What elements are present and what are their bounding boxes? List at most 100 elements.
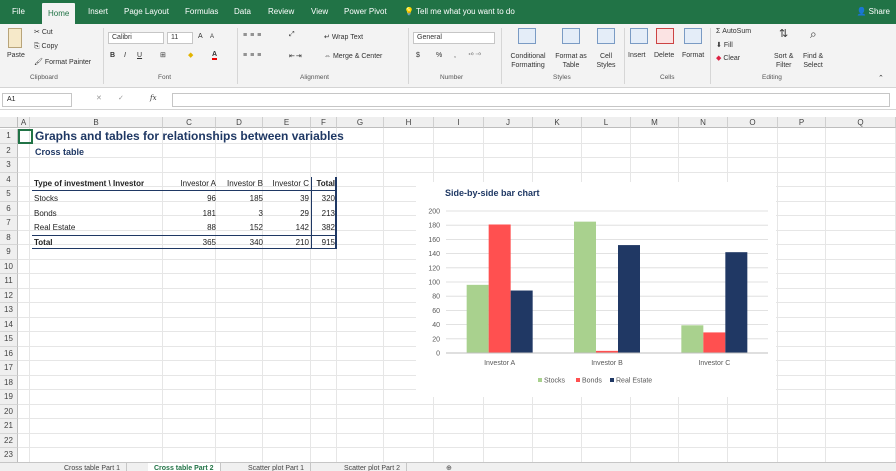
cell-styles-button[interactable]: Cell Styles <box>596 53 616 69</box>
add-sheet-icon[interactable]: ⊕ <box>446 465 452 471</box>
active-cell-a1[interactable] <box>18 129 33 144</box>
row-header[interactable]: 1 <box>0 129 18 144</box>
sort-icon[interactable]: ⇅ <box>779 28 789 40</box>
row-header[interactable]: 12 <box>0 288 18 303</box>
column-header[interactable]: A <box>18 117 30 128</box>
row-header[interactable]: 11 <box>0 274 18 289</box>
grow-font-button[interactable]: A <box>198 33 203 40</box>
tab-page-layout[interactable]: Page Layout <box>124 7 169 16</box>
select-all-corner[interactable] <box>0 117 18 128</box>
paste-icon[interactable] <box>8 28 22 48</box>
column-header[interactable]: C <box>163 117 216 128</box>
sheet-tab-cross-table-part-1[interactable]: Cross table Part 1 <box>58 463 128 471</box>
column-header[interactable]: J <box>484 117 533 128</box>
row-header[interactable]: 13 <box>0 303 18 318</box>
row-header[interactable]: 18 <box>0 375 18 390</box>
find-select-button[interactable]: Find & Select <box>803 53 824 69</box>
insert-function-button[interactable]: fx <box>150 94 157 102</box>
row-header[interactable]: 15 <box>0 332 18 347</box>
decimal-icons[interactable]: ⁺⁰ ⁻⁰ <box>468 53 481 59</box>
share-button[interactable]: 👤 Share <box>856 7 890 16</box>
table-cell[interactable]: 213 <box>321 208 335 218</box>
paste-button[interactable]: Paste <box>7 52 25 59</box>
column-header[interactable]: N <box>679 117 728 128</box>
enter-icon[interactable]: ✓ <box>118 95 124 102</box>
row-header[interactable]: 19 <box>0 390 18 405</box>
table-cell[interactable]: 185 <box>249 194 263 203</box>
tab-review[interactable]: Review <box>268 7 295 16</box>
column-header[interactable]: F <box>311 117 337 128</box>
wrap-text-button[interactable]: ↵ Wrap Text <box>324 34 364 41</box>
row-header[interactable]: 23 <box>0 448 18 462</box>
row-header[interactable]: 22 <box>0 433 18 448</box>
format-cells-button[interactable]: Format <box>682 52 705 59</box>
insert-cells-icon[interactable] <box>630 28 648 44</box>
column-header[interactable]: B <box>30 117 163 128</box>
format-painter-button[interactable]: 🖌 Format Painter <box>34 59 92 66</box>
column-header[interactable]: L <box>582 117 631 128</box>
row-label[interactable]: Stocks <box>34 194 59 203</box>
top-align-icons[interactable]: ≡≡≡ <box>243 32 265 39</box>
column-header[interactable]: D <box>216 117 263 128</box>
column-header[interactable]: K <box>533 117 582 128</box>
insert-cells-button[interactable]: Insert <box>628 52 646 59</box>
sheet-tab-cross-table-part-2[interactable]: Cross table Part 2 <box>148 463 221 471</box>
row-header[interactable]: 21 <box>0 419 18 434</box>
table-cell[interactable]: 320 <box>321 194 335 203</box>
clear-button[interactable]: ◆ Clear <box>716 55 741 62</box>
number-format-select[interactable]: General <box>413 32 495 44</box>
column-header[interactable]: Q <box>826 117 896 128</box>
cell-styles-icon[interactable] <box>597 28 615 44</box>
tab-insert[interactable]: Insert <box>88 7 109 16</box>
column-header[interactable]: M <box>631 117 679 128</box>
delete-cells-button[interactable]: Delete <box>654 52 675 59</box>
row-header[interactable]: 4 <box>0 172 18 187</box>
horizontal-align-icons[interactable]: ≡≡≡ <box>243 52 265 59</box>
row-label[interactable]: Real Estate <box>34 223 76 232</box>
borders-icon[interactable]: ⊞ <box>160 52 166 59</box>
row-header[interactable]: 17 <box>0 361 18 376</box>
table-cell[interactable]: 152 <box>249 223 263 232</box>
font-name-select[interactable]: Calibri <box>108 32 164 44</box>
row-header[interactable]: 5 <box>0 187 18 202</box>
row-header[interactable]: 16 <box>0 346 18 361</box>
merge-center-button[interactable]: ⇔ Merge & Center <box>324 53 383 60</box>
search-icon[interactable]: ⌕ <box>810 27 817 41</box>
format-as-table-icon[interactable] <box>562 28 580 44</box>
table-cell[interactable]: 29 <box>300 208 309 218</box>
bar-chart[interactable]: Side-by-side bar chart 0 20 40 60 80 100 120 14… <box>416 182 776 397</box>
formula-input[interactable] <box>172 93 890 107</box>
table-cell[interactable]: 88 <box>207 223 216 232</box>
copy-button[interactable]: ⎘ Copy <box>34 43 58 50</box>
row-label[interactable]: Bonds <box>34 208 57 218</box>
table-cell[interactable]: 39 <box>300 194 309 203</box>
column-header[interactable]: O <box>728 117 778 128</box>
column-header[interactable]: H <box>384 117 434 128</box>
column-header[interactable]: P <box>778 117 826 128</box>
delete-cells-icon[interactable] <box>656 28 674 44</box>
row-header[interactable]: 9 <box>0 245 18 260</box>
collapse-ribbon-icon[interactable]: ⌃ <box>878 75 884 82</box>
indent-icons[interactable]: ⇤⇥ <box>289 53 303 60</box>
font-size-select[interactable]: 11 <box>167 32 193 44</box>
font-color-button[interactable]: A <box>212 51 218 60</box>
row-header[interactable]: 14 <box>0 317 18 332</box>
column-header[interactable]: G <box>337 117 384 128</box>
tab-file[interactable]: File <box>12 7 25 16</box>
tab-formulas[interactable]: Formulas <box>185 7 219 16</box>
row-header[interactable]: 7 <box>0 216 18 231</box>
fill-button[interactable]: ⬇ Fill <box>716 42 733 49</box>
percent-button[interactable]: % <box>436 52 443 59</box>
row-header[interactable]: 8 <box>0 230 18 245</box>
conditional-formatting-icon[interactable] <box>518 28 536 44</box>
sort-filter-button[interactable]: Sort & Filter <box>774 53 794 69</box>
row-header[interactable]: 2 <box>0 143 18 158</box>
currency-button[interactable]: $ <box>416 52 420 59</box>
sheet-tab-scatter-plot-part-2[interactable]: Scatter plot Part 2 <box>338 463 408 471</box>
table-cell[interactable]: 96 <box>207 194 216 203</box>
row-header[interactable]: 6 <box>0 201 18 216</box>
row-header[interactable]: 10 <box>0 259 18 274</box>
bold-button[interactable]: B <box>110 52 116 59</box>
table-cell[interactable]: 382 <box>321 223 335 232</box>
